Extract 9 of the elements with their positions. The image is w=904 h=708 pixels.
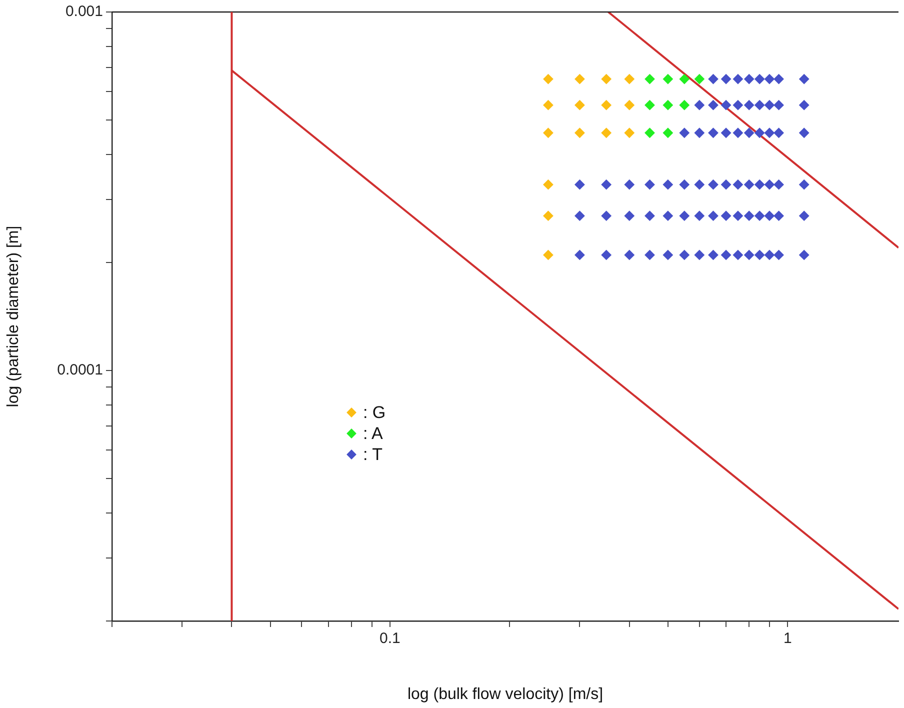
legend-label: : A [362, 422, 383, 444]
x-tick-label: 0.1 [380, 630, 400, 648]
x-axis-title: log (bulk flow velocity) [m/s] [407, 686, 604, 703]
x-tick-label: 1 [783, 630, 792, 648]
y-axis-title: log (particle diameter) [m] [5, 226, 22, 408]
y-tick-label: 0.0001 [57, 362, 103, 379]
legend-label: : G [362, 402, 386, 423]
y-tick-label: 0.001 [65, 3, 103, 20]
legend-label: : T [362, 444, 382, 465]
